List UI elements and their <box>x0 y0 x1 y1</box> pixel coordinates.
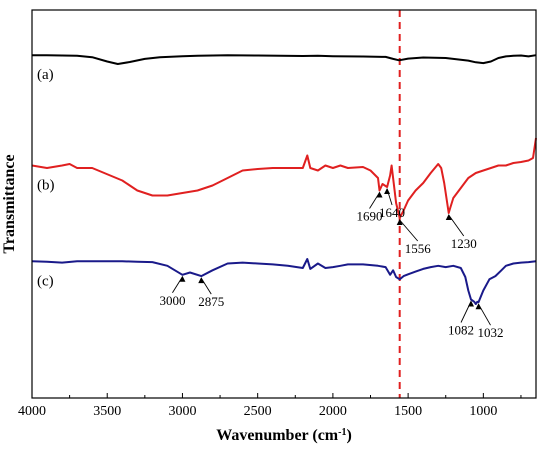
x-axis-title-superscript: -1 <box>338 427 346 438</box>
annotation-arrowhead <box>376 191 383 198</box>
series-line-a <box>31 54 537 65</box>
x-tick-label: 2000 <box>319 404 347 419</box>
annotation-label: 1640 <box>379 205 405 220</box>
annotation-arrow <box>448 214 465 237</box>
annotation-arrowhead <box>179 275 186 282</box>
series-tag: (a) <box>37 67 54 83</box>
annotation-arrowhead <box>384 188 391 194</box>
x-axis-title-main: Wavenumber (cm <box>216 427 339 444</box>
annotation-arrowhead <box>475 303 482 310</box>
x-tick-label: 3500 <box>93 404 121 419</box>
series-line-c <box>31 258 537 305</box>
x-tick-label: 3000 <box>168 404 196 419</box>
plot-frame <box>31 9 537 399</box>
x-axis-title-suffix: ) <box>346 427 351 444</box>
annotation-label: 2875 <box>198 294 224 309</box>
x-axis-title: Wavenumber (cm-1) <box>216 427 352 445</box>
annotation-label: 3000 <box>159 293 185 308</box>
x-tick-label: 1000 <box>469 404 497 419</box>
series-tag: (c) <box>37 273 54 289</box>
series-tag: (b) <box>37 178 55 194</box>
x-tick-label: 1500 <box>394 404 422 419</box>
annotation-arrowhead <box>445 214 452 220</box>
annotation-label: 1082 <box>448 323 474 338</box>
x-tick-label: 4000 <box>18 404 46 419</box>
annotation-arrowhead <box>396 219 403 225</box>
y-axis-title: Transmittance <box>1 154 18 253</box>
annotation-arrowhead <box>468 300 475 307</box>
annotation-arrow <box>399 219 419 242</box>
annotation-label: 1032 <box>478 325 504 340</box>
annotation-label: 1556 <box>405 241 432 256</box>
annotation-arrowhead <box>198 277 205 284</box>
x-tick-label: 2500 <box>244 404 272 419</box>
x-axis-ticks: 4000 3500 3000 2500 2000 1500 1000 <box>18 393 522 419</box>
series-line-b <box>31 137 537 219</box>
annotation-label: 1230 <box>451 236 477 251</box>
annotation-label: 1690 <box>357 209 383 224</box>
